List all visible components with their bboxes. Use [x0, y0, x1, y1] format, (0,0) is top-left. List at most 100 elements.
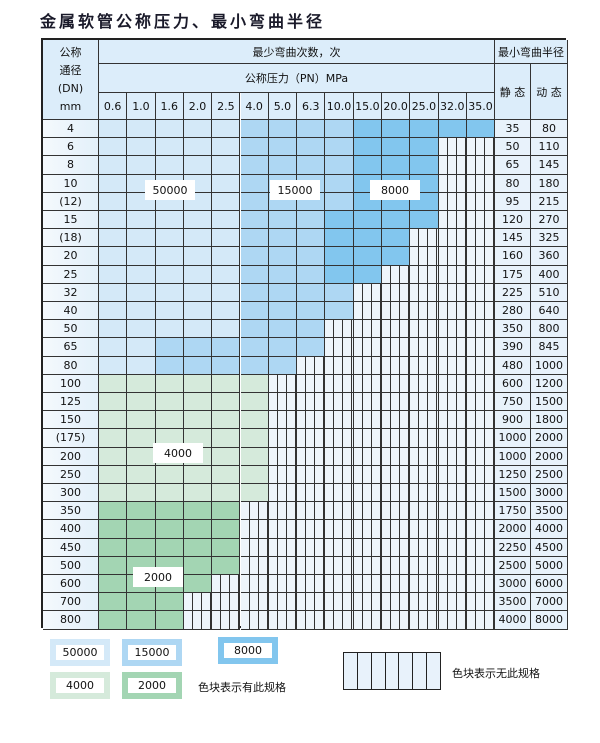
min-radius-header: 最小弯曲半径 [495, 40, 568, 64]
no-spec-cell [466, 520, 496, 539]
spec-cell [155, 247, 184, 266]
no-spec-cell [297, 356, 326, 375]
dynamic-radius-cell: 215 [531, 192, 568, 211]
static-header: 静 态 [495, 64, 531, 120]
spec-cell [99, 156, 128, 175]
spec-cell [183, 484, 213, 503]
no-spec-cell [438, 302, 467, 321]
no-spec-cell [297, 520, 326, 539]
spec-cell [212, 120, 241, 139]
no-spec-cell [297, 575, 326, 594]
spec-cell [268, 265, 298, 284]
no-spec-cell [438, 174, 467, 193]
no-spec-cell [325, 502, 354, 521]
spec-cell [297, 265, 326, 284]
dynamic-radius-cell: 640 [531, 302, 568, 321]
spec-cell [99, 556, 128, 575]
spec-cell [268, 283, 298, 302]
no-spec-cell [353, 374, 382, 393]
spec-cell [212, 229, 241, 248]
no-spec-cell [353, 593, 382, 612]
no-spec-cell [382, 374, 411, 393]
spec-cell [99, 520, 128, 539]
spec-cell [183, 538, 213, 557]
no-spec-cell [353, 611, 382, 630]
pn-column-header: 4.0 [240, 93, 269, 120]
dynamic-radius-cell: 3000 [531, 484, 568, 503]
spec-cell [99, 447, 128, 466]
spec-cell [183, 156, 213, 175]
spec-cell [212, 429, 241, 448]
no-spec-cell [438, 356, 467, 375]
no-spec-cell [268, 465, 298, 484]
spec-cell [240, 429, 269, 448]
no-spec-cell [268, 484, 298, 503]
spec-cell [155, 465, 184, 484]
no-spec-cell [382, 429, 411, 448]
spec-cell [183, 356, 213, 375]
spec-cell [127, 374, 156, 393]
pn-column-header: 5.0 [268, 93, 298, 120]
no-spec-cell [353, 502, 382, 521]
spec-cell [297, 338, 326, 357]
dn-cell: 200 [43, 447, 99, 466]
pressure-radius-table: 公称 通径 (DN) mm 最少弯曲次数，次 公称压力（PN）MPa 0.6 1.0 1.6 2.… [41, 38, 568, 630]
spec-cell [127, 320, 156, 339]
spec-cell [127, 465, 156, 484]
spec-cell [325, 211, 354, 230]
no-spec-cell [438, 611, 467, 630]
spec-cell [297, 283, 326, 302]
spec-cell [183, 465, 213, 484]
dn-cell: 50 [43, 320, 99, 339]
spec-cell [240, 302, 269, 321]
static-radius-cell: 65 [495, 156, 531, 175]
spec-cell [99, 575, 128, 594]
spec-cell [212, 465, 241, 484]
dynamic-radius-cell: 845 [531, 338, 568, 357]
no-spec-cell [410, 247, 439, 266]
spec-cell [240, 156, 269, 175]
dynamic-radius-cell: 4500 [531, 538, 568, 557]
spec-cell [466, 120, 496, 139]
no-spec-cell [410, 538, 439, 557]
spec-cell [99, 484, 128, 503]
no-spec-cell [466, 156, 496, 175]
dn-cell: 100 [43, 374, 99, 393]
spec-cell [212, 538, 241, 557]
pn-column-header: 15.0 [353, 93, 382, 120]
static-radius-cell: 480 [495, 356, 531, 375]
spec-cell [127, 229, 156, 248]
no-spec-cell [438, 575, 467, 594]
bend-count-header: 最少弯曲次数，次 [99, 40, 495, 64]
no-spec-cell [297, 484, 326, 503]
no-spec-cell [353, 338, 382, 357]
dn-cell: 10 [43, 174, 99, 193]
spec-cell [127, 338, 156, 357]
pn-column-header: 32.0 [438, 93, 467, 120]
dynamic-radius-cell: 7000 [531, 593, 568, 612]
dynamic-radius-cell: 1800 [531, 411, 568, 430]
spec-cell [212, 265, 241, 284]
spec-cell [155, 374, 184, 393]
no-spec-cell [466, 502, 496, 521]
static-radius-cell: 350 [495, 320, 531, 339]
pn-column-header: 35.0 [466, 93, 496, 120]
spec-cell [240, 320, 269, 339]
spec-cell [99, 320, 128, 339]
static-radius-cell: 1000 [495, 447, 531, 466]
spec-cell [212, 156, 241, 175]
spec-cell [268, 356, 298, 375]
spec-cell [212, 374, 241, 393]
pressure-header: 公称压力（PN）MPa [99, 64, 495, 93]
dn-cell: 250 [43, 465, 99, 484]
static-radius-cell: 2250 [495, 538, 531, 557]
no-spec-cell [325, 520, 354, 539]
spec-cell [183, 320, 213, 339]
spec-cell [382, 156, 411, 175]
dn-header-line: 通径 [59, 63, 82, 77]
spec-cell [127, 593, 156, 612]
no-spec-cell [325, 320, 354, 339]
no-spec-cell [325, 356, 354, 375]
pn-column-header: 25.0 [410, 93, 439, 120]
spec-cell [297, 211, 326, 230]
